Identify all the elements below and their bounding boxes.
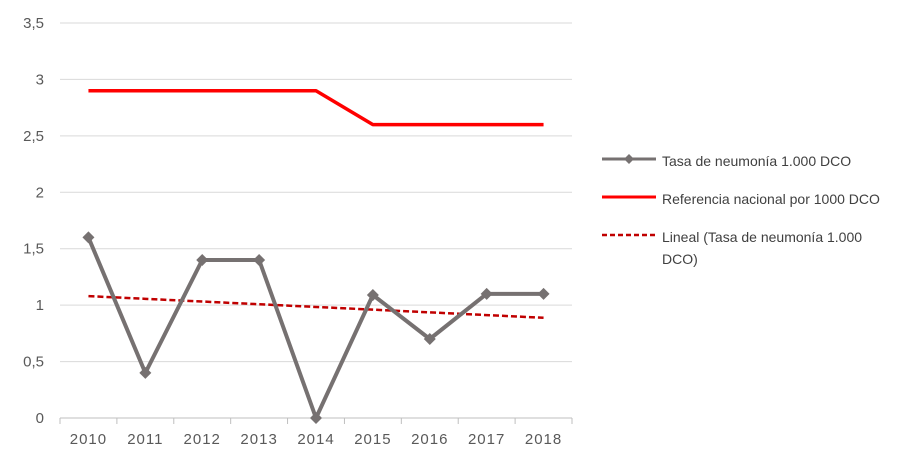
data-point [310, 412, 322, 424]
x-tick-label: 2017 [468, 431, 505, 448]
data-point [423, 333, 436, 345]
legend-item-referencia: Referencia nacional por 1000 DCO [602, 188, 892, 210]
data-point [366, 288, 379, 301]
legend-label-tasa: Tasa de neumonía 1.000 DCO [662, 153, 852, 169]
data-point [253, 254, 266, 266]
gridlines [60, 22, 572, 363]
legend-item-lineal: Lineal (Tasa de neumonía 1.000 DCO) [602, 226, 892, 270]
legend-label-lineal: Lineal (Tasa de neumonía 1.000 DCO) [662, 229, 863, 267]
data-point [480, 287, 493, 300]
x-tick-label: 2012 [184, 431, 221, 448]
legend: Tasa de neumonía 1.000 DCO Referencia na… [602, 150, 892, 286]
x-tick-label: 2011 [127, 431, 163, 448]
y-tick-label: 0 [36, 410, 44, 427]
series-line-2 [88, 294, 544, 320]
y-tick-label: 3,5 [23, 15, 44, 32]
data-point [196, 254, 209, 266]
legend-swatch-lineal [602, 233, 656, 237]
data-point [82, 231, 95, 244]
x-tick-label: 2013 [240, 431, 277, 448]
x-tick-label: 2014 [297, 431, 334, 448]
y-tick-label: 3 [36, 71, 44, 88]
legend-swatch-referencia [602, 195, 656, 199]
series-line-1 [88, 88, 544, 127]
legend-swatch-tasa [602, 154, 656, 164]
legend-label-referencia: Referencia nacional por 1000 DCO [662, 191, 880, 207]
data-point [139, 366, 152, 379]
y-tick-label: 2 [36, 184, 44, 201]
data-point [537, 287, 550, 300]
y-tick-label: 2,5 [23, 128, 44, 145]
y-axis: 0 0,5 1 1,5 2 2,5 3 3,5 [23, 15, 44, 427]
series-line-0 [86, 236, 544, 420]
x-tick-label: 2016 [411, 431, 448, 448]
y-tick-label: 1 [36, 297, 44, 314]
legend-item-tasa: Tasa de neumonía 1.000 DCO [602, 150, 892, 172]
plot-area [82, 88, 550, 424]
x-tick-label: 2010 [70, 431, 107, 448]
x-tick-label: 2018 [525, 431, 562, 448]
y-tick-label: 0,5 [23, 354, 44, 371]
x-tick-label: 2015 [354, 431, 391, 448]
x-axis: 2010 2011 2012 2013 2014 2015 2016 2017 2018 [59, 417, 573, 448]
y-tick-label: 1,5 [23, 241, 44, 258]
